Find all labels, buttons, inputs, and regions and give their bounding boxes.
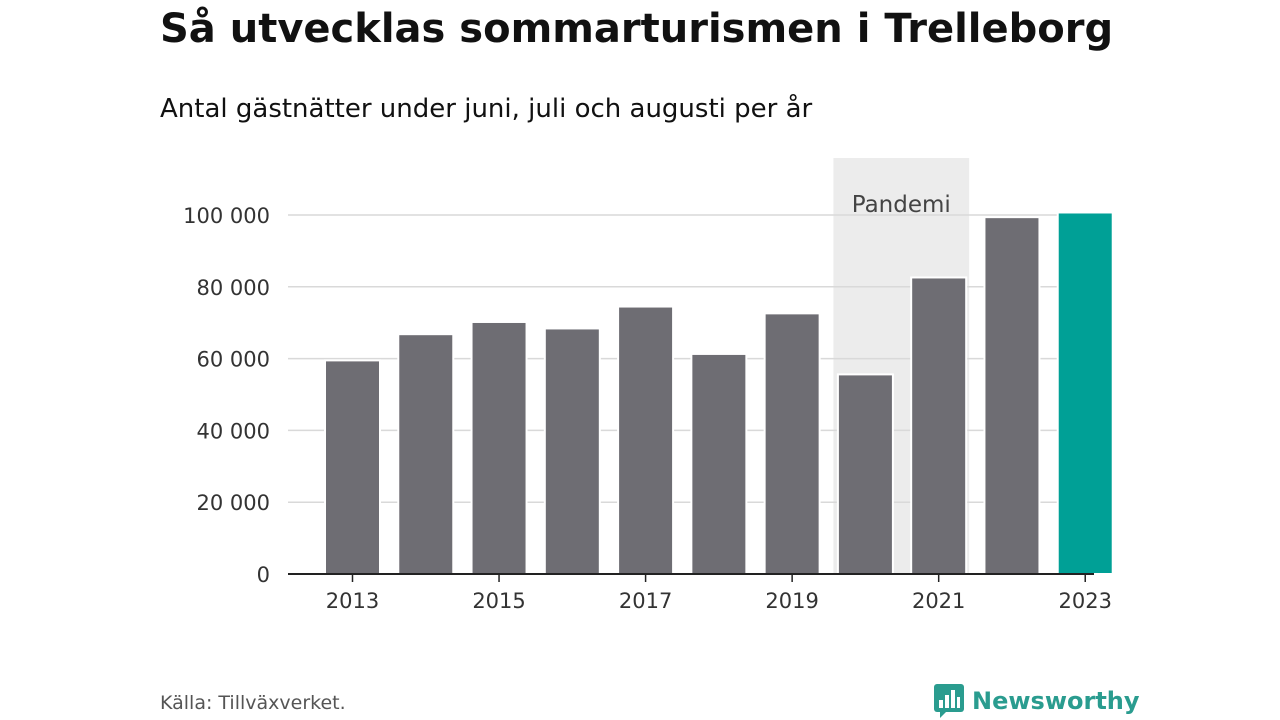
bar-2013 bbox=[324, 359, 381, 575]
x-tick-label: 2015 bbox=[472, 589, 525, 613]
bar-2022 bbox=[983, 216, 1041, 576]
y-tick-label: 60 000 bbox=[197, 348, 270, 372]
y-tick-label: 100 000 bbox=[183, 204, 270, 228]
x-tick-label: 2013 bbox=[326, 589, 379, 613]
chart-title: Så utvecklas sommarturismen i Trelleborg bbox=[160, 6, 1114, 52]
y-tick-label: 20 000 bbox=[197, 491, 270, 515]
y-tick-label: 80 000 bbox=[197, 276, 270, 300]
brand-logo: Newsworthy bbox=[934, 684, 1140, 718]
newsworthy-logo-icon bbox=[934, 684, 964, 718]
x-tick-label: 2019 bbox=[765, 589, 818, 613]
brand-name: Newsworthy bbox=[972, 687, 1140, 715]
y-tick-label: 40 000 bbox=[197, 419, 270, 443]
x-tick-label: 2023 bbox=[1059, 589, 1112, 613]
bar-2023 bbox=[1056, 211, 1114, 575]
bar-2018 bbox=[690, 352, 748, 576]
y-tick-label: 0 bbox=[257, 563, 270, 587]
bar-2021 bbox=[910, 276, 968, 575]
bar-2019 bbox=[763, 312, 821, 575]
bar-2017 bbox=[617, 305, 675, 575]
chart-subtitle: Antal gästnätter under juni, juli och au… bbox=[160, 94, 813, 124]
bar-2014 bbox=[397, 333, 455, 575]
source-note: Källa: Tillväxverket. bbox=[160, 692, 346, 714]
bar-2015 bbox=[470, 320, 528, 575]
pandemic-band-label: Pandemi bbox=[852, 192, 951, 218]
x-tick-label: 2021 bbox=[912, 589, 965, 613]
bar-2016 bbox=[543, 327, 601, 575]
x-tick-label: 2017 bbox=[619, 589, 672, 613]
bar-2020 bbox=[836, 373, 894, 575]
